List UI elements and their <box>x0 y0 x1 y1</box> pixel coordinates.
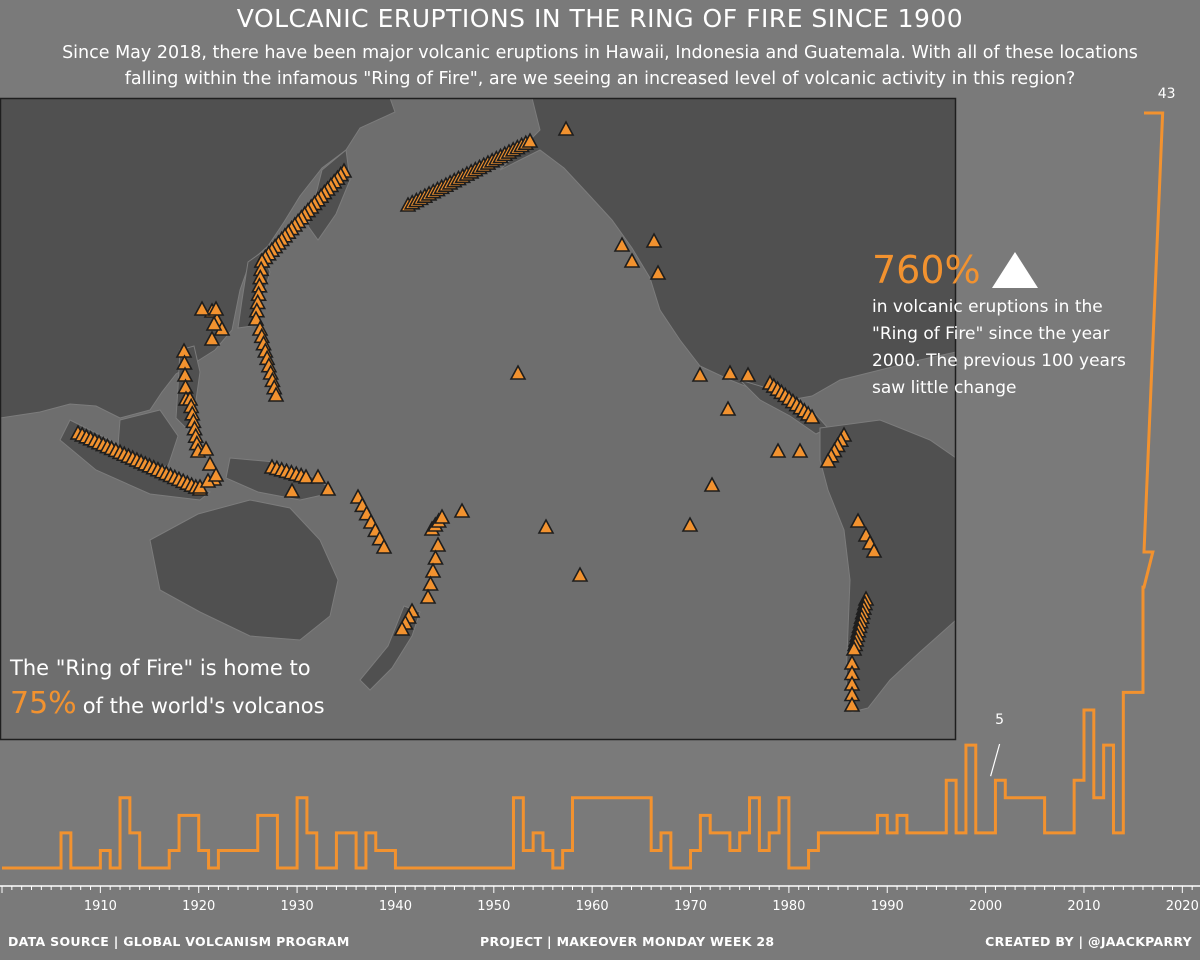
footer-project: PROJECT | MAKEOVER MONDAY WEEK 28 <box>480 934 775 949</box>
north-america <box>499 98 956 401</box>
x-axis-minor-ticks <box>1 886 1193 893</box>
volcano-icon <box>419 588 437 604</box>
page-title: VOLCANIC ERUPTIONS IN THE RING OF FIRE S… <box>236 4 964 33</box>
volcano-icon <box>613 236 631 252</box>
x-tick-label: 1990 <box>871 899 904 914</box>
volcano-icon <box>207 466 225 482</box>
volcano-icon <box>509 364 527 380</box>
kpi-description: in volcanic eruptions in the "Ring of Fi… <box>872 297 1126 398</box>
kpi-percent: 760% <box>872 248 981 292</box>
volcano-icon <box>201 455 219 471</box>
x-tick-label: 1920 <box>182 899 215 914</box>
page-subtitle: Since May 2018, there have been major vo… <box>30 40 1170 92</box>
annotation-43-label: 43 <box>1158 86 1176 102</box>
x-tick-label: 1910 <box>84 899 117 914</box>
volcano-icon <box>791 442 809 458</box>
volcano-icon <box>719 400 737 416</box>
volcano-icon <box>319 480 337 496</box>
map-note-percent: 75% <box>10 686 77 721</box>
x-axis-tick-labels: 1910 1920 1930 1940 1950 1960 1970 1980 1990 2000… <box>84 899 1199 914</box>
volcano-icon <box>433 508 451 524</box>
volcano-icon <box>571 566 589 582</box>
australia <box>149 499 339 641</box>
volcano-icon <box>427 549 444 565</box>
x-tick-label: 1940 <box>379 899 412 914</box>
asia-landmass <box>0 98 396 419</box>
volcano-icon <box>557 120 575 136</box>
volcano-icon <box>424 562 442 578</box>
map-note-rest: of the world's volcanos <box>82 694 325 718</box>
x-tick-label: 1930 <box>281 899 314 914</box>
volcano-icon <box>623 252 641 268</box>
x-tick-label: 2020 <box>1166 899 1199 914</box>
volcano-icon <box>207 300 225 316</box>
volcano-markers <box>69 120 883 712</box>
volcano-icon <box>375 538 393 554</box>
volcano-icon <box>309 468 327 484</box>
volcano-icon <box>193 300 211 316</box>
volcano-icon <box>819 452 837 468</box>
increase-triangle-icon <box>991 252 1038 288</box>
x-tick-label: 1980 <box>772 899 805 914</box>
volcano-icon <box>422 575 439 591</box>
volcano-icon <box>739 366 757 382</box>
volcano-icon <box>703 476 721 492</box>
volcano-icon <box>681 516 699 532</box>
volcano-icon <box>393 620 411 636</box>
footer-source: DATA SOURCE | GLOBAL VOLCANISM PROGRAM <box>8 934 350 949</box>
x-tick-label: 2010 <box>1067 899 1100 914</box>
map-frame <box>0 97 957 741</box>
map-note-line-2: 75% of the world's volcanos <box>10 686 410 721</box>
volcano-icon <box>803 408 821 424</box>
x-tick-label: 2000 <box>969 899 1002 914</box>
volcano-icon <box>865 542 883 558</box>
volcano-icon <box>849 512 867 528</box>
volcano-icon <box>197 440 215 456</box>
volcano-icon <box>649 264 667 280</box>
map-note-line-1: The "Ring of Fire" is home to <box>10 656 311 680</box>
volcano-icon <box>537 518 555 534</box>
volcano-icon <box>721 364 739 380</box>
kpi-callout: 760% in volcanic eruptions in the "Ring … <box>872 248 1172 402</box>
x-tick-label: 1960 <box>576 899 609 914</box>
volcano-icon <box>283 482 301 498</box>
volcano-icon <box>769 442 787 458</box>
volcano-icon <box>297 468 315 484</box>
map-note: The "Ring of Fire" is home to 75% of the … <box>10 656 410 721</box>
footer-credit: CREATED BY | @JAACKPARRY <box>985 934 1192 949</box>
volcano-icon <box>205 315 223 331</box>
volcano-icon <box>691 366 709 382</box>
x-tick-label: 1950 <box>477 899 510 914</box>
volcano-icon <box>453 502 471 518</box>
x-tick-label: 1970 <box>674 899 707 914</box>
subtitle-line-2: falling within the infamous "Ring of Fir… <box>124 69 1076 89</box>
volcano-icon <box>645 232 663 248</box>
volcano-icon <box>267 386 285 402</box>
annotation-5-leader <box>990 743 1001 777</box>
volcano-icon <box>843 696 861 712</box>
volcano-icon <box>203 330 221 346</box>
eruptions-series-line <box>2 111 1165 870</box>
volcano-icon <box>845 640 863 656</box>
volcano-icon <box>429 536 447 552</box>
subtitle-line-1: Since May 2018, there have been major vo… <box>62 43 1138 63</box>
volcano-icon <box>521 132 539 148</box>
annotation-5-label: 5 <box>995 712 1004 728</box>
